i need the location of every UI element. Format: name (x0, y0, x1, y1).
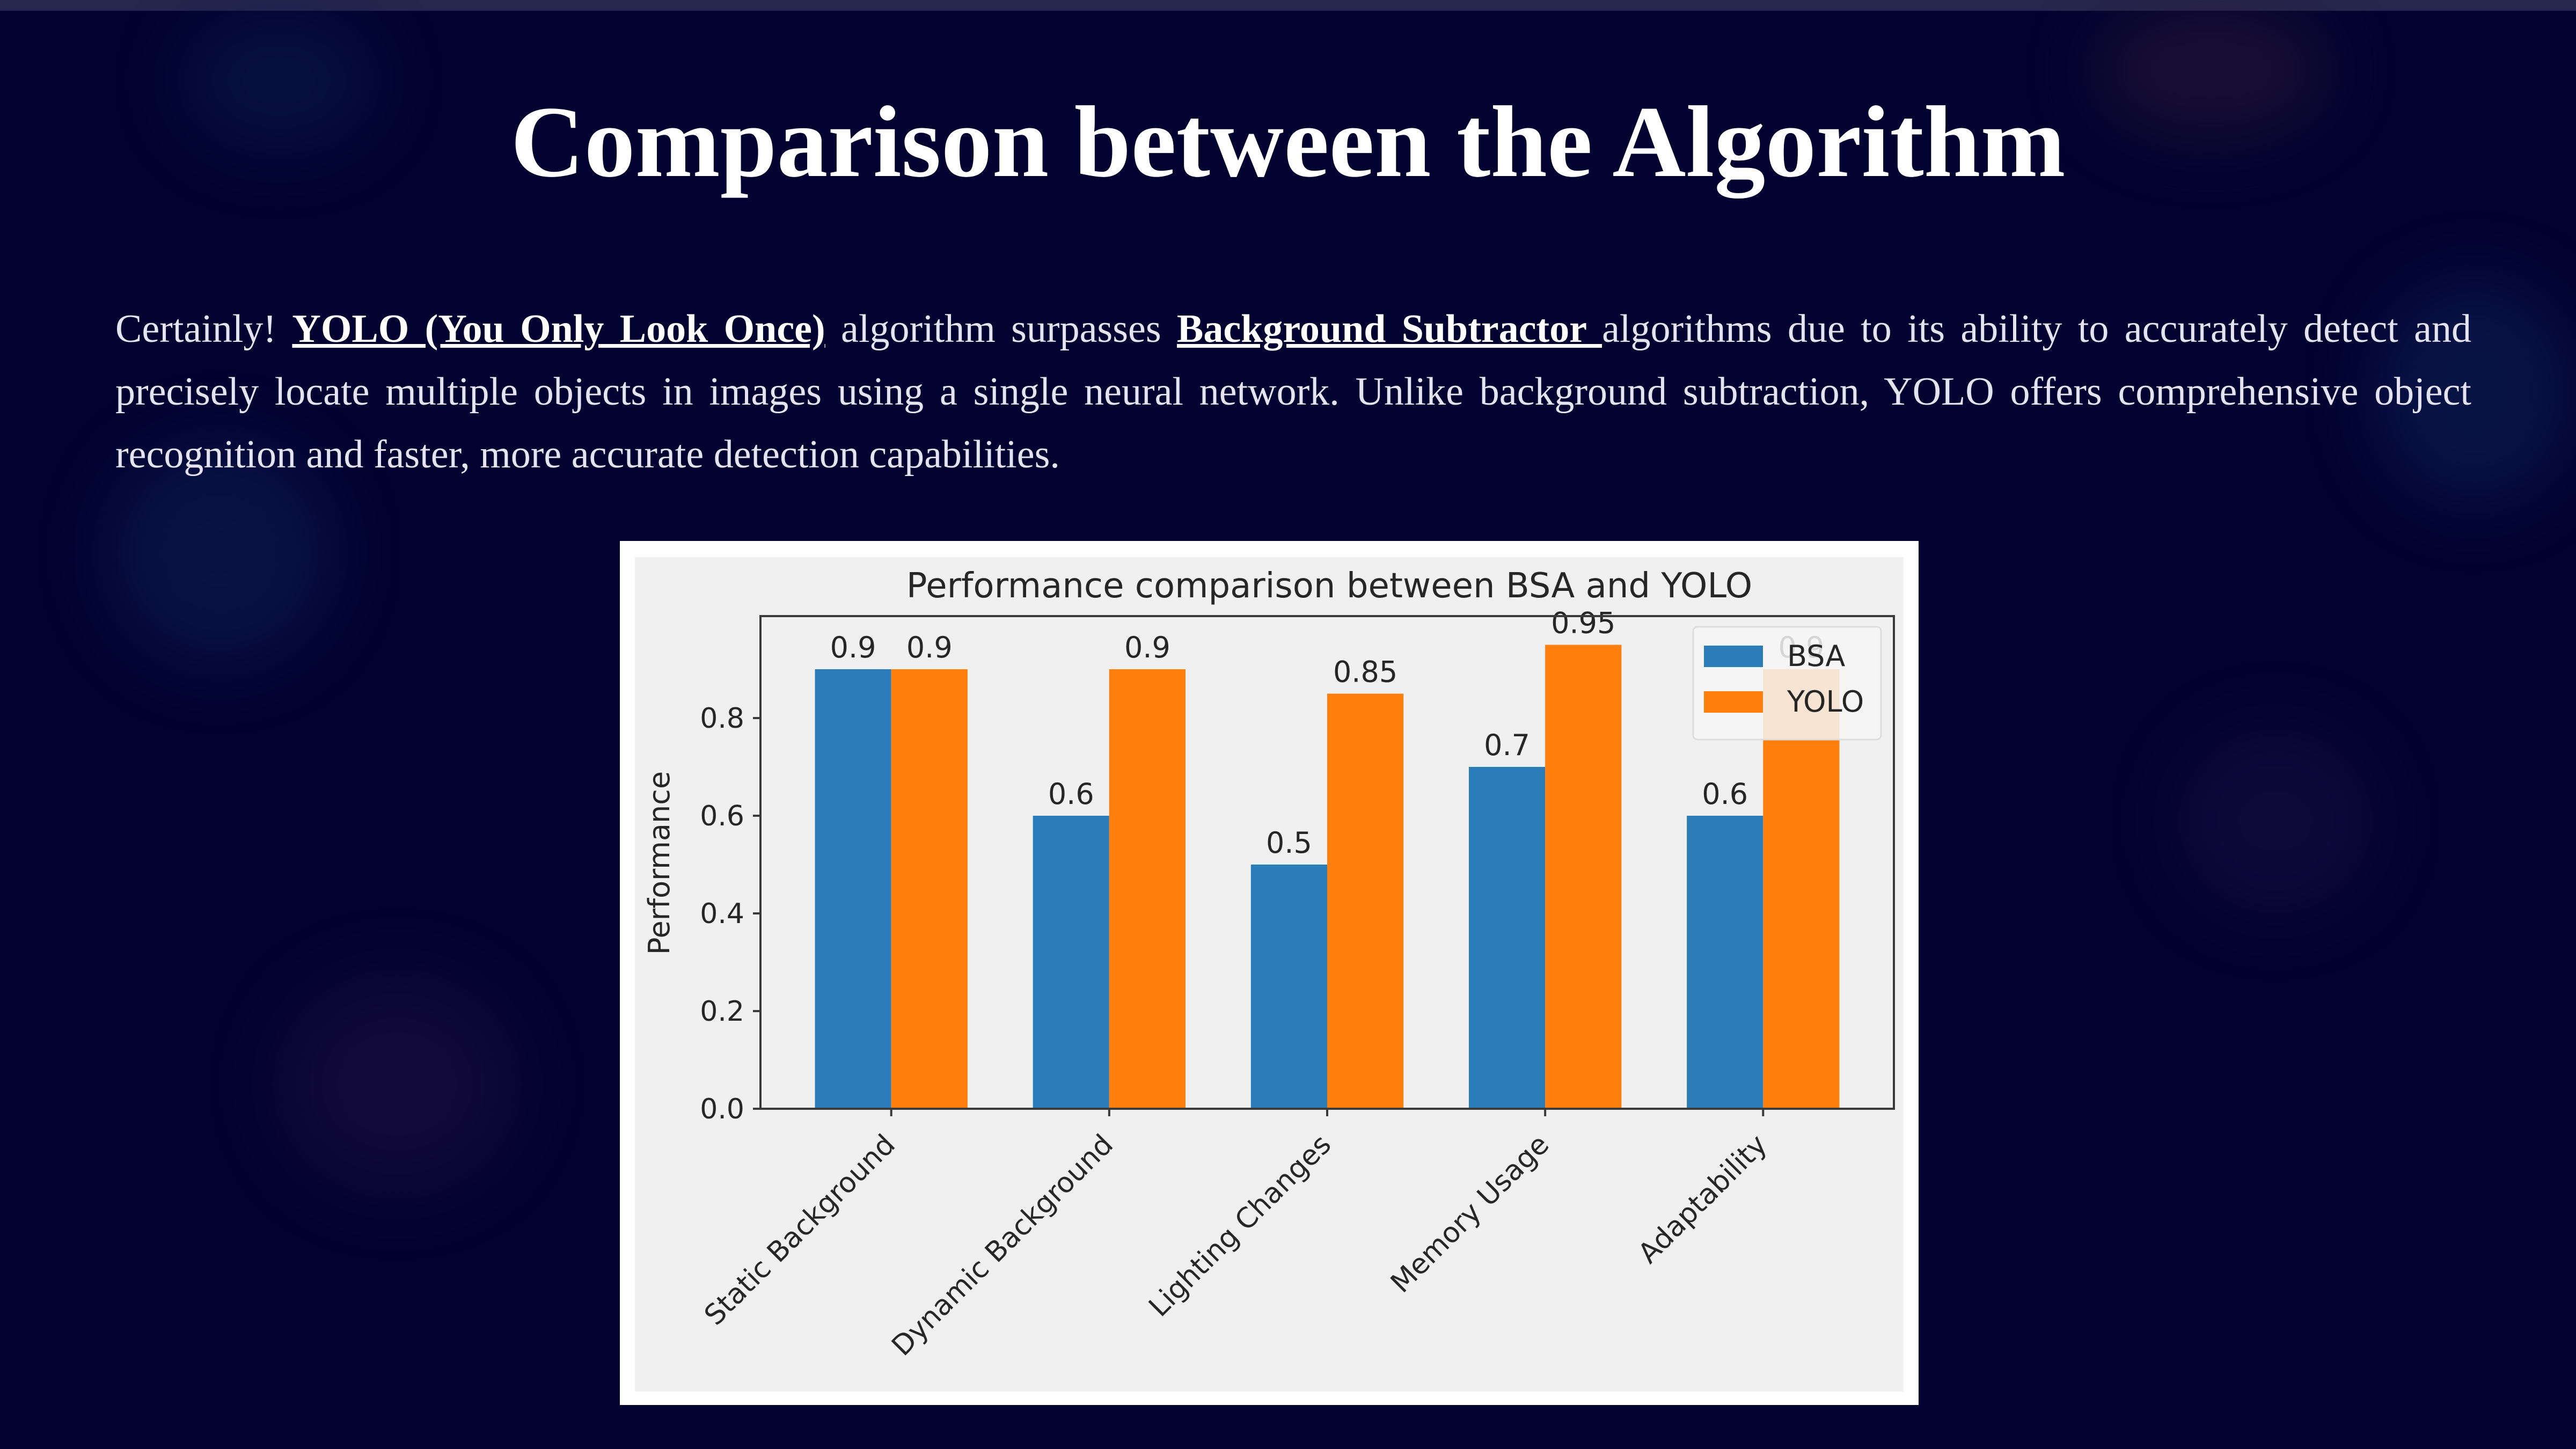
bar-value-label: 0.9 (830, 631, 876, 664)
legend-label-bsa: BSA (1787, 639, 1845, 673)
y-tick-label: 0.4 (700, 898, 744, 930)
paragraph-mid-text: algorithm surpasses (825, 307, 1177, 351)
bar-yolo (1327, 693, 1404, 1109)
paragraph-intro-text: Certainly! (115, 307, 292, 351)
bar-bsa (1687, 816, 1763, 1109)
bar-bsa (1033, 816, 1109, 1109)
slide-title: Comparison between the Algorithm (510, 86, 2066, 199)
background-glow (279, 977, 515, 1191)
bar-value-label: 0.9 (906, 631, 953, 664)
chart-bars (815, 645, 1840, 1109)
y-tick-label: 0.8 (700, 702, 744, 735)
chart-image-frame: Performance comparison between BSA and Y… (620, 541, 1919, 1405)
bar-value-label: 0.6 (1048, 777, 1094, 811)
performance-bar-chart: Performance comparison between BSA and Y… (635, 557, 1904, 1392)
bar-bsa (815, 669, 891, 1109)
legend-swatch-bsa (1704, 646, 1763, 667)
yolo-link[interactable]: YOLO (You Only Look Once) (292, 307, 825, 351)
top-border-strip (0, 0, 2576, 11)
bar-yolo (891, 669, 968, 1109)
chart-title: Performance comparison between BSA and Y… (906, 566, 1752, 606)
y-axis-label: Performance (642, 771, 676, 955)
bar-value-label: 0.5 (1266, 826, 1312, 860)
bar-yolo (1109, 669, 1185, 1109)
intro-paragraph: Certainly! YOLO (You Only Look Once) alg… (115, 298, 2471, 486)
paragraph-rest-text: algorithms due to its ability to accurat… (115, 307, 2472, 477)
background-glow (2179, 730, 2372, 912)
bar-value-label: 0.7 (1484, 728, 1530, 762)
plot-area-frame (759, 615, 1895, 1110)
bar-yolo (1545, 645, 1622, 1109)
bar-value-label: 0.95 (1551, 606, 1615, 640)
bar-bsa (1469, 767, 1546, 1109)
y-tick-label: 0.0 (700, 1093, 744, 1125)
y-tick-label: 0.6 (700, 800, 744, 832)
bar-value-label: 0.6 (1702, 777, 1748, 811)
bar-yolo (1763, 669, 1840, 1109)
y-tick-label: 0.2 (700, 996, 744, 1028)
legend-swatch-yolo (1704, 691, 1763, 713)
bar-value-label: 0.85 (1333, 655, 1397, 689)
y-axis-ticks: 0.0 0.2 0.4 0.6 0.8 (700, 702, 760, 1125)
bar-bsa (1250, 865, 1327, 1109)
bar-value-label: 0.9 (1124, 631, 1170, 664)
background-subtractor-link[interactable]: Background Subtractor (1177, 307, 1602, 351)
legend-label-yolo: YOLO (1787, 685, 1864, 719)
chart-legend: BSA YOLO (1692, 626, 1882, 741)
